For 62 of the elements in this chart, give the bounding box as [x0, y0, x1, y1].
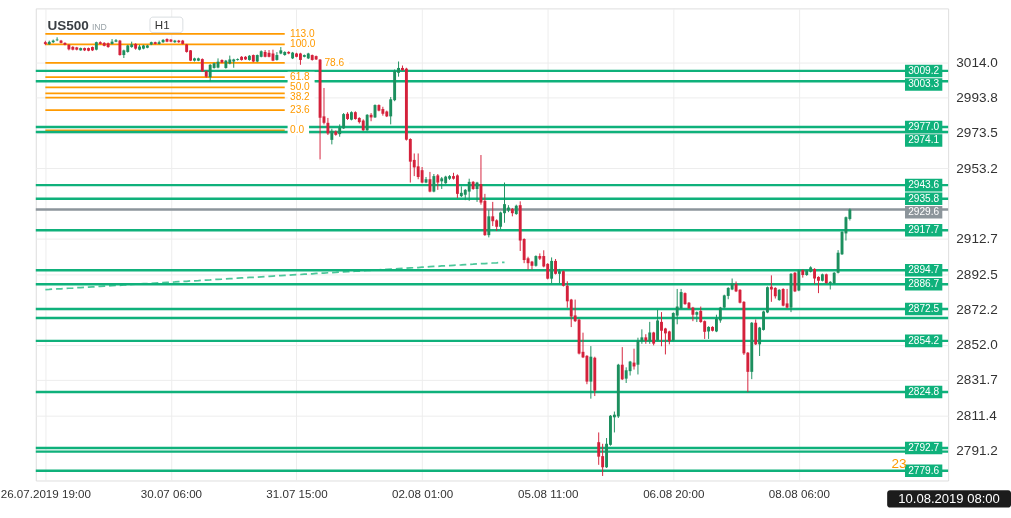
candlestick	[793, 271, 797, 293]
ref-line-label: 2886.7	[908, 278, 940, 290]
candlestick	[503, 182, 506, 224]
x-tick-label: 26.07.2019 19:00	[0, 487, 91, 501]
x-tick-label: 05.08 11:00	[517, 487, 579, 501]
ref-line-label: 2943.6	[908, 179, 940, 191]
line-series	[44, 261, 506, 291]
y-tick-label: 2831.7	[956, 372, 998, 388]
y-tick-label: 2953.2	[956, 160, 998, 176]
y-tick-label: 2852.0	[956, 337, 998, 353]
ref-line-label: 2824.8	[908, 385, 940, 397]
series-label: 100.0	[290, 38, 316, 50]
x-tick-label: 30.07 06:00	[140, 487, 203, 501]
ref-line-label: 2974.1	[908, 134, 940, 146]
candlestick	[491, 201, 495, 227]
ref-line-label: 3009.2	[908, 64, 940, 76]
candlestick	[656, 309, 660, 342]
candlestick	[416, 152, 420, 180]
x-tick-label: 08.08 06:00	[768, 487, 830, 501]
annotation: IND	[91, 21, 107, 32]
x-tick-label: 31.07 15:00	[266, 487, 328, 501]
ref-line-label: 2872.5	[908, 302, 940, 314]
y-tick-label: 2811.4	[956, 407, 998, 423]
y-tick-label: 2912.7	[956, 231, 998, 247]
text: US500	[47, 17, 89, 33]
candlestick	[620, 346, 624, 381]
ref-line-label: 2917.7	[908, 224, 940, 236]
candlestick	[275, 51, 279, 62]
x-tick-label: 02.08 01:00	[391, 487, 454, 501]
y-tick-label: 2993.8	[956, 90, 998, 106]
series-label: 61.8	[290, 71, 311, 83]
candlestick	[601, 443, 605, 477]
ref-line-label: 2977.0	[908, 120, 940, 132]
candlestick	[660, 311, 663, 347]
y-tick-label: 2892.5	[956, 266, 998, 282]
ref-line-label: 2929.6	[908, 206, 940, 218]
y-tick-label: 2872.2	[956, 301, 998, 317]
text: 23	[891, 455, 907, 471]
ref-line-label: 2792.7	[908, 441, 940, 453]
annotation: H1	[154, 17, 170, 31]
series-label: 38.2	[290, 91, 311, 103]
series-label: 113.0	[290, 27, 315, 39]
candlestick	[467, 178, 471, 202]
x-tick-label: 06.08 20:00	[643, 487, 705, 501]
series-label: 50.0	[290, 81, 311, 93]
candlestick	[597, 431, 601, 466]
candlestick	[648, 321, 652, 345]
ref-line-label: 2779.6	[908, 464, 940, 476]
y-tick-label: 2791.2	[956, 442, 998, 458]
series-label: 0.0	[290, 124, 305, 136]
candlestick	[487, 209, 491, 238]
ref-line-label: 2894.7	[908, 264, 940, 276]
ref-line-label: 2854.2	[908, 334, 940, 346]
text: 78.6	[324, 56, 345, 68]
ref-line-label: 2935.8	[908, 192, 940, 204]
ref-line-label: 3003.3	[908, 78, 940, 90]
y-tick-label: 2973.5	[956, 125, 998, 141]
candlestick	[754, 318, 758, 346]
y-tick-label: 3014.0	[956, 54, 998, 70]
candlestick	[691, 306, 695, 322]
series-label: 23.6	[290, 104, 311, 115]
text: 10.08.2019 08:00	[898, 490, 1000, 506]
